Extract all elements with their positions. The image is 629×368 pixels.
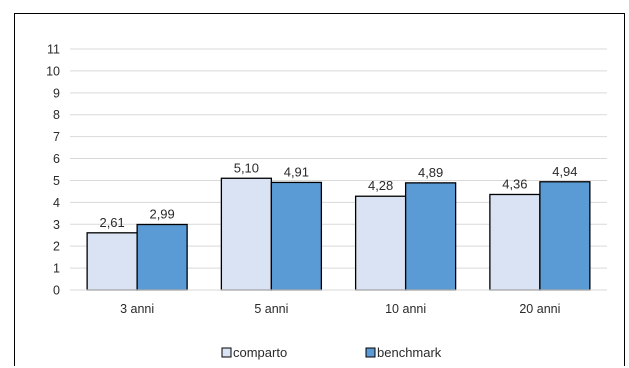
y-tick-label: 5 (53, 174, 60, 188)
bar-benchmark (136, 223, 188, 291)
data-labels: 2,61 2,99 5,10 4,91 4,28 4,89 4,36 4,94 (99, 160, 577, 230)
x-tick-label: 5 anni (254, 302, 288, 316)
bar-benchmark (539, 181, 591, 291)
data-label: 4,94 (552, 164, 577, 179)
chart-frame (14, 13, 625, 366)
bar-comparto (354, 195, 407, 291)
legend-label-comparto: comparto (233, 345, 287, 360)
legend: comparto benchmark (221, 345, 442, 360)
y-axis-ticks: 0 1 2 3 4 5 6 7 8 9 10 11 (46, 43, 60, 298)
data-label: 4,36 (502, 176, 527, 191)
y-tick-label: 3 (53, 218, 60, 232)
y-tick-label: 4 (53, 196, 60, 210)
data-label: 5,10 (234, 160, 259, 175)
x-tick-label: 20 anni (519, 302, 560, 316)
bar-comparto (489, 193, 541, 291)
legend-label-benchmark: benchmark (377, 345, 442, 360)
x-tick-label: 3 anni (120, 302, 154, 316)
y-tick-label: 1 (53, 262, 60, 276)
y-tick-label: 8 (53, 108, 60, 122)
y-tick-label: 0 (53, 284, 60, 298)
x-tick-label: 10 anni (385, 302, 426, 316)
y-tick-label: 9 (53, 86, 60, 100)
y-tick-label: 7 (53, 130, 60, 144)
data-label: 4,89 (418, 165, 443, 180)
bar-comparto (86, 232, 138, 291)
y-tick-label: 11 (47, 43, 60, 57)
bars (86, 177, 591, 291)
data-label: 4,28 (368, 178, 393, 193)
bar-benchmark (404, 182, 457, 291)
y-tick-label: 10 (46, 64, 60, 78)
x-axis-ticks: 3 anni 5 anni 10 anni 20 anni (120, 302, 560, 316)
legend-swatch-comparto (221, 347, 232, 358)
data-label: 4,91 (284, 164, 309, 179)
y-tick-label: 6 (53, 152, 60, 166)
data-label: 2,61 (99, 215, 124, 230)
legend-swatch-benchmark (365, 347, 376, 358)
bar-benchmark (270, 181, 323, 291)
y-tick-label: 2 (53, 240, 60, 254)
data-label: 2,99 (149, 206, 174, 221)
bar-comparto (220, 177, 273, 291)
